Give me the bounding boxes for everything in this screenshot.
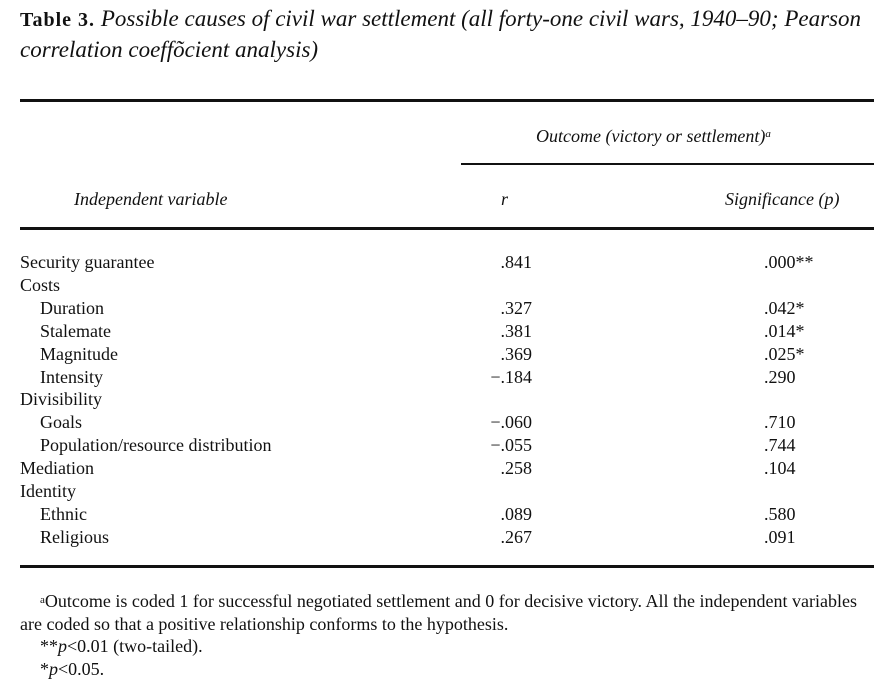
table-row: Duration .327 .042* — [0, 297, 894, 320]
row-significance-value: .014* — [764, 320, 805, 341]
table-notes: aOutcome is coded 1 for successful negot… — [20, 590, 876, 680]
col-header-significance: Significance (p) — [725, 189, 840, 209]
row-label: Costs — [20, 274, 61, 295]
table-row: Costs — [0, 274, 894, 297]
row-label: Magnitude — [40, 343, 118, 364]
footnote-a-text: Outcome is coded 1 for successful negoti… — [20, 591, 857, 634]
table-row: Goals −.060 .710 — [0, 411, 894, 434]
row-r-value: .267 — [500, 526, 533, 547]
row-label: Identity — [20, 481, 76, 501]
row-significance-value: .042* — [764, 297, 805, 318]
row-label: Goals — [40, 412, 82, 433]
row-significance-value: .000** — [764, 252, 814, 272]
row-label: Security guarantee — [20, 252, 155, 272]
row-r-value: .258 — [500, 458, 533, 479]
footnote-star: *p<0.05. — [40, 658, 105, 679]
row-significance-value: .025* — [764, 343, 805, 364]
row-r-value: .369 — [500, 343, 533, 364]
footnote-a-mark: a — [40, 594, 45, 606]
row-significance-value: .091 — [764, 526, 796, 547]
table-row: Magnitude .369 .025* — [0, 343, 894, 366]
col-header-r: r — [501, 189, 509, 209]
table-row: Ethnic .089 .580 — [0, 503, 894, 526]
row-label: Divisibility — [20, 389, 103, 410]
table-row: Divisibility — [0, 388, 894, 411]
table-row: Stalemate .381 .014* — [0, 320, 894, 343]
table-row: Religious .267 .091 — [0, 526, 894, 549]
row-significance-value: .710 — [764, 412, 796, 433]
row-r-value: −.184 — [490, 366, 532, 387]
row-label: Stalemate — [40, 320, 111, 341]
table-row: Security guarantee .841 .000** — [0, 251, 894, 274]
row-r-value: −.055 — [490, 435, 532, 456]
row-significance-value: .290 — [764, 366, 796, 387]
group-rule — [461, 163, 874, 165]
row-label: Duration — [40, 297, 104, 318]
row-significance-value: .744 — [764, 435, 796, 456]
row-r-value: −.060 — [490, 412, 532, 433]
table-row: Mediation .258 .104 — [0, 457, 894, 480]
outcome-group-label: Outcome (victory or settlement) — [536, 126, 766, 146]
row-label: Intensity — [40, 366, 103, 387]
row-significance-value: .580 — [764, 503, 796, 524]
row-label: Population/resource distribution — [40, 435, 272, 456]
row-r-value: .841 — [500, 252, 533, 272]
row-significance-value: .104 — [764, 458, 796, 479]
header-rule — [20, 227, 874, 230]
bottom-rule — [20, 565, 874, 568]
outcome-footnote-mark: a — [765, 128, 771, 140]
top-rule — [20, 99, 874, 102]
outcome-group-header: Outcome (victory or settlement)a — [536, 125, 771, 147]
table-label: Table 3. — [20, 9, 96, 31]
row-label: Mediation — [20, 458, 94, 479]
table-row: Intensity −.184 .290 — [0, 366, 894, 389]
row-r-value: .327 — [500, 297, 533, 318]
row-r-value: .381 — [500, 320, 533, 341]
col-header-variable: Independent variable — [74, 189, 228, 209]
footnote-double-star: **p<0.01 (two-tailed). — [40, 636, 203, 656]
row-label: Ethnic — [40, 503, 87, 524]
table-row: Population/resource distribution −.055 .74… — [0, 434, 894, 457]
table-title: Possible causes of civil war settlement … — [20, 6, 861, 62]
table-caption: Table 3. Possible causes of civil war se… — [20, 4, 880, 65]
table-row: Identity — [0, 480, 894, 503]
footnote-a: aOutcome is coded 1 for successful negot… — [20, 590, 876, 635]
row-label: Religious — [40, 526, 110, 547]
row-r-value: .089 — [500, 503, 533, 524]
